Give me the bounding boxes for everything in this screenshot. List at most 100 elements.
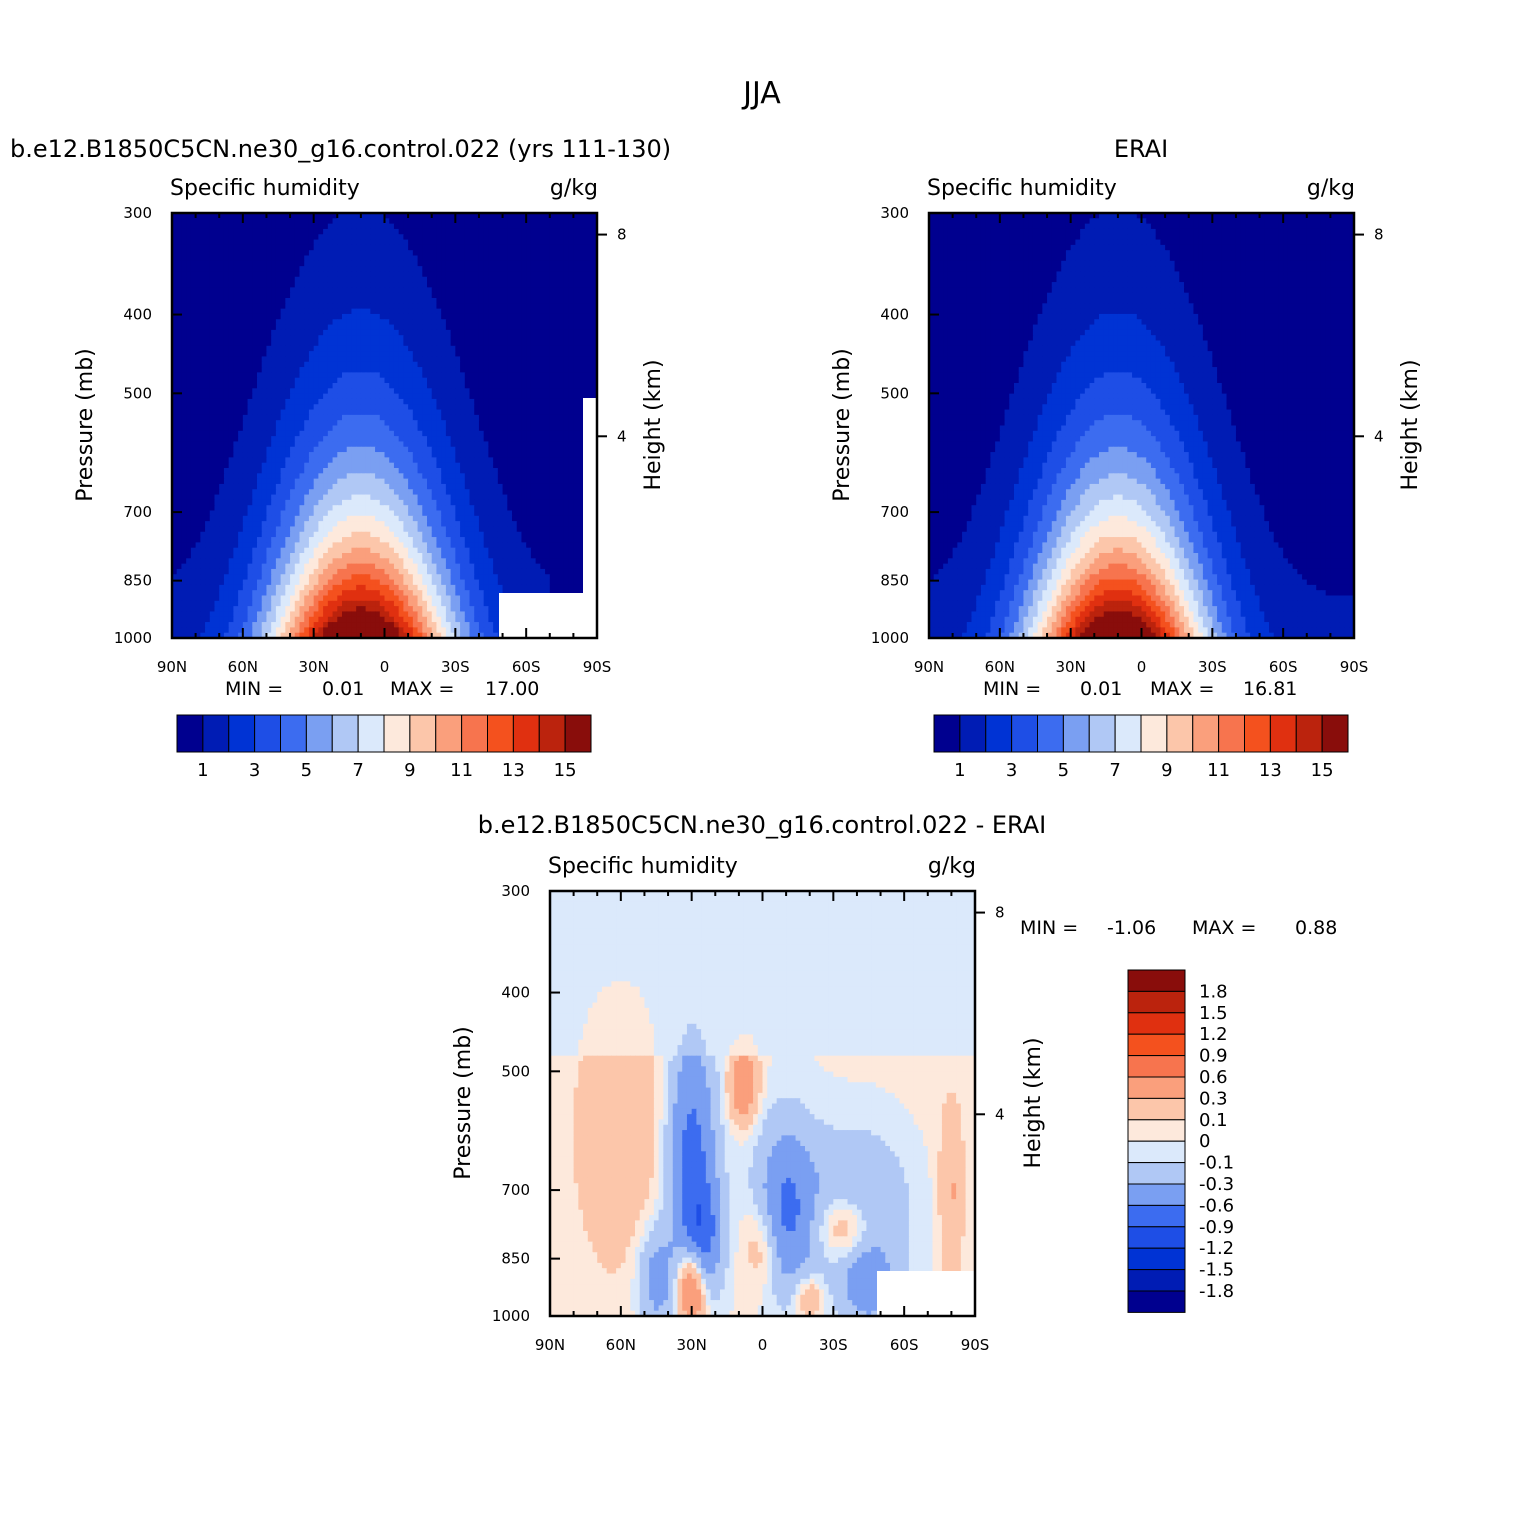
field-cell xyxy=(242,425,249,432)
field-cell xyxy=(483,303,489,310)
field-cell xyxy=(261,446,268,453)
field-cell xyxy=(568,351,574,358)
field-cell xyxy=(351,282,357,288)
field-cell xyxy=(568,436,574,443)
field-cell xyxy=(403,308,409,315)
field-cell xyxy=(436,282,442,288)
field-cell xyxy=(233,473,239,480)
field-cell xyxy=(176,356,183,363)
field-cell xyxy=(516,218,523,225)
field-cell xyxy=(327,420,334,427)
field-cell xyxy=(327,462,334,469)
field-cell xyxy=(578,383,584,389)
field-cell xyxy=(483,356,489,363)
field-cell xyxy=(563,361,570,368)
field-cell xyxy=(578,430,584,437)
field-cell xyxy=(365,303,371,310)
field-cell xyxy=(450,335,456,342)
field-cell xyxy=(313,340,319,347)
field-cell xyxy=(365,292,371,299)
field-cell xyxy=(568,409,574,416)
field-cell xyxy=(223,414,230,421)
field-cell xyxy=(205,494,211,501)
field-cell xyxy=(478,223,485,230)
field-cell xyxy=(190,308,197,315)
field-cell xyxy=(587,303,593,310)
field-cell xyxy=(422,441,428,448)
field-cell xyxy=(247,383,253,389)
field-cell xyxy=(176,468,183,474)
field-cell xyxy=(478,319,485,326)
field-cell xyxy=(327,319,334,326)
field-cell xyxy=(403,303,409,310)
field-cell xyxy=(323,414,329,421)
field-cell xyxy=(521,218,527,225)
field-cell xyxy=(521,462,527,469)
field-cell xyxy=(294,446,301,453)
field-cell xyxy=(238,404,244,411)
field-cell xyxy=(275,308,282,315)
field-cell xyxy=(257,489,263,496)
field-cell xyxy=(209,255,216,262)
field-cell xyxy=(408,409,414,416)
field-cell xyxy=(200,393,206,400)
field-cell xyxy=(398,420,404,427)
field-cell xyxy=(464,244,471,251)
field-cell xyxy=(587,244,593,251)
field-cell xyxy=(549,398,556,405)
field-cell xyxy=(299,324,305,331)
field-cell xyxy=(422,266,428,273)
field-cell xyxy=(375,494,381,501)
field-cell xyxy=(502,356,508,363)
field-cell xyxy=(209,292,216,299)
field-cell xyxy=(181,356,187,363)
field-cell xyxy=(545,223,551,230)
field-cell xyxy=(488,457,494,464)
field-cell xyxy=(242,430,249,437)
field-cell xyxy=(346,377,353,384)
field-cell xyxy=(592,377,597,384)
field-cell xyxy=(342,319,348,326)
field-cell xyxy=(573,276,579,283)
field-cell xyxy=(313,239,319,246)
field-cell xyxy=(502,239,508,246)
field-cell xyxy=(195,367,201,373)
field-cell xyxy=(431,234,438,241)
field-cell xyxy=(474,313,480,320)
field-cell xyxy=(233,420,239,427)
field-cell xyxy=(190,244,197,251)
field-cell xyxy=(526,430,532,437)
field-cell xyxy=(205,213,211,219)
field-cell xyxy=(176,420,183,427)
field-cell xyxy=(436,324,442,331)
field-cell xyxy=(365,505,371,512)
field-cell xyxy=(512,377,518,384)
field-cell xyxy=(545,457,551,464)
field-cell xyxy=(497,462,504,469)
field-cell xyxy=(195,388,201,395)
field-cell xyxy=(342,287,348,294)
field-cell xyxy=(186,414,192,421)
field-cell xyxy=(384,303,390,310)
field-cell xyxy=(280,468,286,474)
field-cell xyxy=(445,250,452,257)
field-cell xyxy=(582,324,589,331)
field-cell xyxy=(375,372,381,379)
field-cell xyxy=(172,260,178,267)
field-cell xyxy=(172,223,178,230)
field-cell xyxy=(464,324,471,331)
field-cell xyxy=(327,276,334,283)
field-cell xyxy=(186,457,192,464)
field-cell xyxy=(497,446,504,453)
field-cell xyxy=(568,266,574,273)
field-cell xyxy=(502,372,508,379)
field-cell xyxy=(526,388,532,395)
field-cell xyxy=(478,483,485,490)
field-cell xyxy=(412,462,419,469)
field-cell xyxy=(460,234,466,241)
field-cell xyxy=(578,308,584,315)
field-cell xyxy=(493,266,499,273)
field-cell xyxy=(375,244,381,251)
field-cell xyxy=(521,292,527,299)
field-cell xyxy=(351,244,357,251)
